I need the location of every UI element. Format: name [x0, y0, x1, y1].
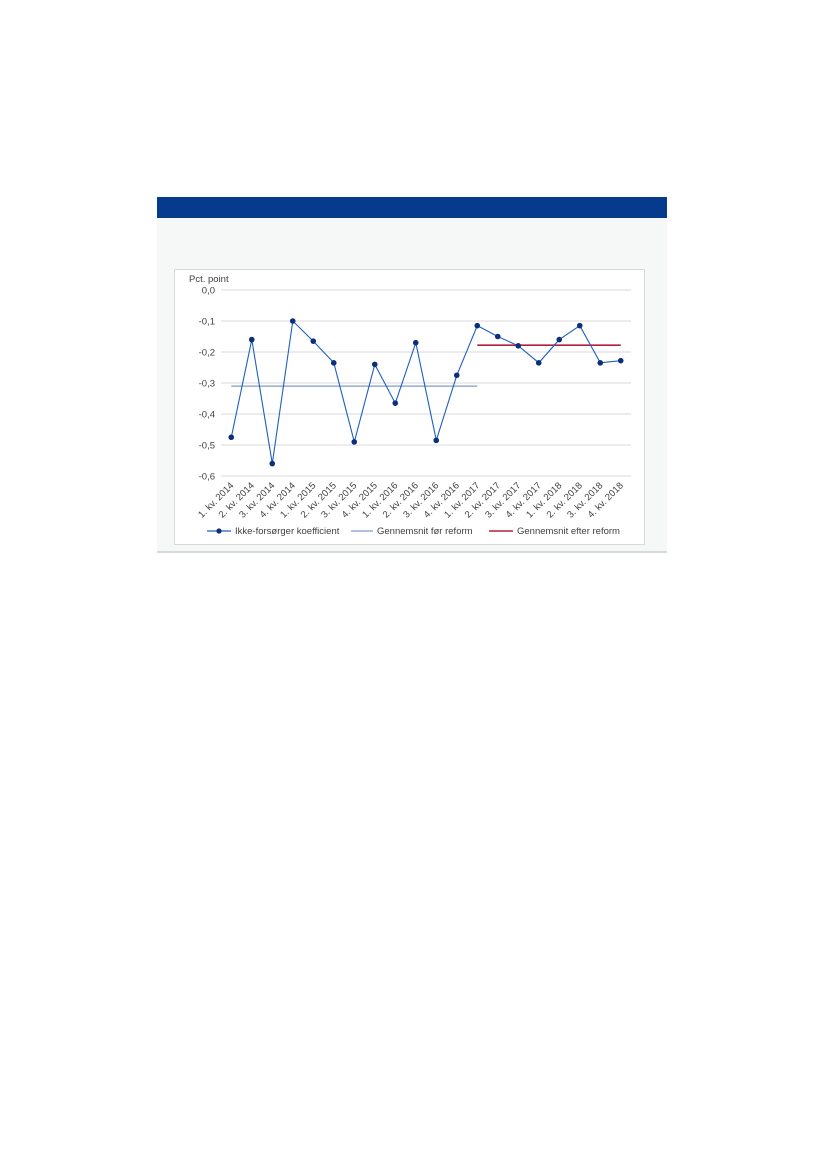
- y-axis-label: Pct. point: [189, 274, 229, 285]
- figure-header-bar: [157, 197, 667, 218]
- data-point: [228, 434, 235, 441]
- legend-label: Gennemsnit efter reform: [517, 526, 620, 537]
- data-point: [310, 338, 317, 344]
- data-point: [269, 460, 276, 467]
- y-tick-label: 0,0: [202, 286, 215, 297]
- legend-item: Ikke-forsørger koefficient: [207, 526, 340, 537]
- legend: Ikke-forsørger koefficient Gennemsnit før…: [207, 526, 620, 537]
- average-lines: [231, 344, 621, 387]
- y-tick-label: -0,2: [199, 348, 215, 359]
- y-tick-label: -0,6: [199, 472, 215, 483]
- y-tick-label: -0,1: [199, 317, 215, 328]
- series-markers: [228, 318, 624, 467]
- figure-bottom-rule: [157, 551, 667, 553]
- line-chart: 0,0 -0,1 -0,2 -0,3 -0,4 -0,5 -0,6 Pct. point 1…: [189, 274, 631, 537]
- data-point: [617, 357, 624, 364]
- data-point: [412, 339, 419, 346]
- y-tick-label: -0,5: [199, 441, 215, 452]
- data-point: [535, 360, 542, 366]
- data-point: [330, 360, 337, 366]
- data-point: [515, 343, 522, 349]
- legend-label: Ikke-forsørger koefficient: [235, 526, 340, 537]
- data-point: [248, 336, 255, 343]
- data-point: [289, 318, 296, 324]
- data-point: [433, 437, 440, 444]
- figure-box: 0,0 -0,1 -0,2 -0,3 -0,4 -0,5 -0,6 Pct. point 1…: [157, 197, 667, 553]
- data-point: [576, 322, 583, 329]
- data-point: [597, 360, 604, 366]
- y-tick-label: -0,4: [199, 410, 215, 421]
- data-point: [494, 333, 501, 340]
- legend-item: Gennemsnit efter reform: [489, 526, 620, 537]
- data-point: [371, 361, 378, 368]
- y-tick-label: -0,3: [199, 379, 215, 390]
- chart-panel: 0,0 -0,1 -0,2 -0,3 -0,4 -0,5 -0,6 Pct. point 1…: [174, 269, 645, 545]
- data-point: [351, 439, 358, 445]
- data-point: [556, 336, 563, 343]
- series-line: [230, 319, 621, 464]
- series-polyline: [230, 319, 621, 464]
- gridlines: [221, 289, 631, 477]
- data-point: [474, 322, 481, 329]
- y-axis-tick-labels: 0,0 -0,1 -0,2 -0,3 -0,4 -0,5 -0,6: [199, 286, 215, 483]
- legend-marker: [216, 528, 222, 534]
- data-point: [453, 372, 460, 379]
- data-point: [392, 400, 399, 406]
- legend-label: Gennemsnit før reform: [377, 526, 473, 537]
- legend-item: Gennemsnit før reform: [351, 526, 473, 537]
